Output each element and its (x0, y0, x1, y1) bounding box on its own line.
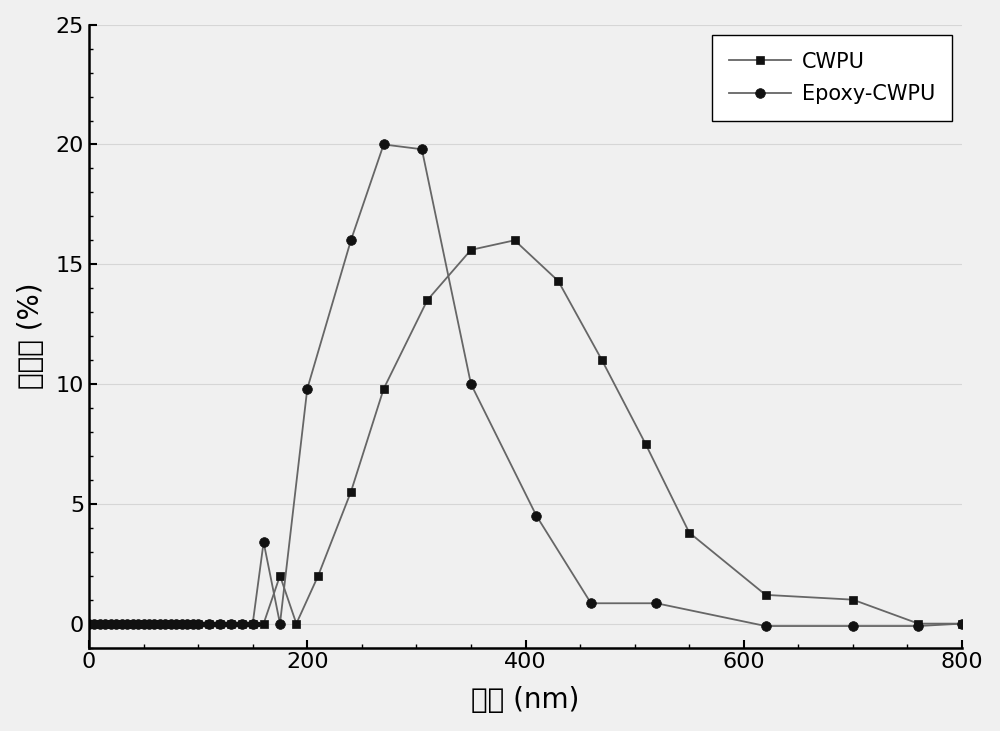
CWPU (290, 619, 302, 628)
Epoxy-CWPU (159, 619, 171, 628)
Y-axis label: 百分数 (%): 百分数 (%) (17, 283, 45, 390)
CWPU (187, 619, 199, 628)
CWPU (83, 619, 95, 628)
CWPU (165, 619, 177, 628)
Epoxy-CWPU (225, 619, 237, 628)
Epoxy-CWPU (99, 619, 111, 628)
CWPU (127, 619, 139, 628)
Epoxy-CWPU (247, 619, 259, 628)
Epoxy-CWPU (760, 621, 772, 630)
Epoxy-CWPU (192, 619, 204, 628)
Epoxy-CWPU (187, 619, 199, 628)
Epoxy-CWPU (912, 621, 924, 630)
Epoxy-CWPU (127, 619, 139, 628)
CWPU (105, 619, 117, 628)
Epoxy-CWPU (258, 538, 270, 547)
CWPU (148, 619, 160, 628)
Epoxy-CWPU (83, 619, 95, 628)
Epoxy-CWPU (274, 619, 286, 628)
CWPU (88, 619, 100, 628)
Epoxy-CWPU (116, 619, 128, 628)
Line: Epoxy-CWPU: Epoxy-CWPU (84, 140, 967, 631)
Epoxy-CWPU (465, 379, 477, 388)
CWPU (121, 619, 133, 628)
CWPU (847, 595, 859, 604)
CWPU (225, 619, 237, 628)
Epoxy-CWPU (181, 619, 193, 628)
CWPU (912, 619, 924, 628)
Epoxy-CWPU (94, 619, 106, 628)
CWPU (192, 619, 204, 628)
CWPU (378, 385, 390, 393)
CWPU (247, 619, 259, 628)
Epoxy-CWPU (143, 619, 155, 628)
CWPU (181, 619, 193, 628)
CWPU (760, 591, 772, 599)
CWPU (99, 619, 111, 628)
Epoxy-CWPU (165, 619, 177, 628)
CWPU (596, 356, 608, 365)
Epoxy-CWPU (132, 619, 144, 628)
CWPU (465, 246, 477, 254)
Epoxy-CWPU (170, 619, 182, 628)
CWPU (552, 276, 564, 285)
Epoxy-CWPU (214, 619, 226, 628)
Epoxy-CWPU (203, 619, 215, 628)
CWPU (421, 296, 433, 305)
CWPU (640, 439, 652, 448)
Epoxy-CWPU (154, 619, 166, 628)
Epoxy-CWPU (236, 619, 248, 628)
Epoxy-CWPU (176, 619, 188, 628)
CWPU (683, 529, 695, 537)
Epoxy-CWPU (105, 619, 117, 628)
CWPU (159, 619, 171, 628)
CWPU (154, 619, 166, 628)
CWPU (345, 488, 357, 496)
CWPU (138, 619, 150, 628)
CWPU (110, 619, 122, 628)
Epoxy-CWPU (956, 619, 968, 628)
Epoxy-CWPU (585, 599, 597, 607)
CWPU (143, 619, 155, 628)
Epoxy-CWPU (345, 236, 357, 245)
CWPU (116, 619, 128, 628)
CWPU (956, 619, 968, 628)
CWPU (236, 619, 248, 628)
Epoxy-CWPU (148, 619, 160, 628)
CWPU (170, 619, 182, 628)
CWPU (176, 619, 188, 628)
CWPU (214, 619, 226, 628)
Epoxy-CWPU (530, 512, 542, 520)
Epoxy-CWPU (416, 145, 428, 154)
CWPU (312, 572, 324, 580)
Epoxy-CWPU (138, 619, 150, 628)
CWPU (258, 619, 270, 628)
Line: CWPU: CWPU (85, 236, 966, 628)
Epoxy-CWPU (301, 385, 313, 393)
Epoxy-CWPU (88, 619, 100, 628)
Epoxy-CWPU (121, 619, 133, 628)
Epoxy-CWPU (110, 619, 122, 628)
CWPU (132, 619, 144, 628)
Epoxy-CWPU (650, 599, 662, 607)
CWPU (203, 619, 215, 628)
X-axis label: 粒径 (nm): 粒径 (nm) (471, 686, 580, 714)
Legend: CWPU, Epoxy-CWPU: CWPU, Epoxy-CWPU (712, 35, 952, 121)
CWPU (509, 236, 521, 245)
Epoxy-CWPU (847, 621, 859, 630)
CWPU (94, 619, 106, 628)
CWPU (274, 572, 286, 580)
Epoxy-CWPU (378, 140, 390, 149)
